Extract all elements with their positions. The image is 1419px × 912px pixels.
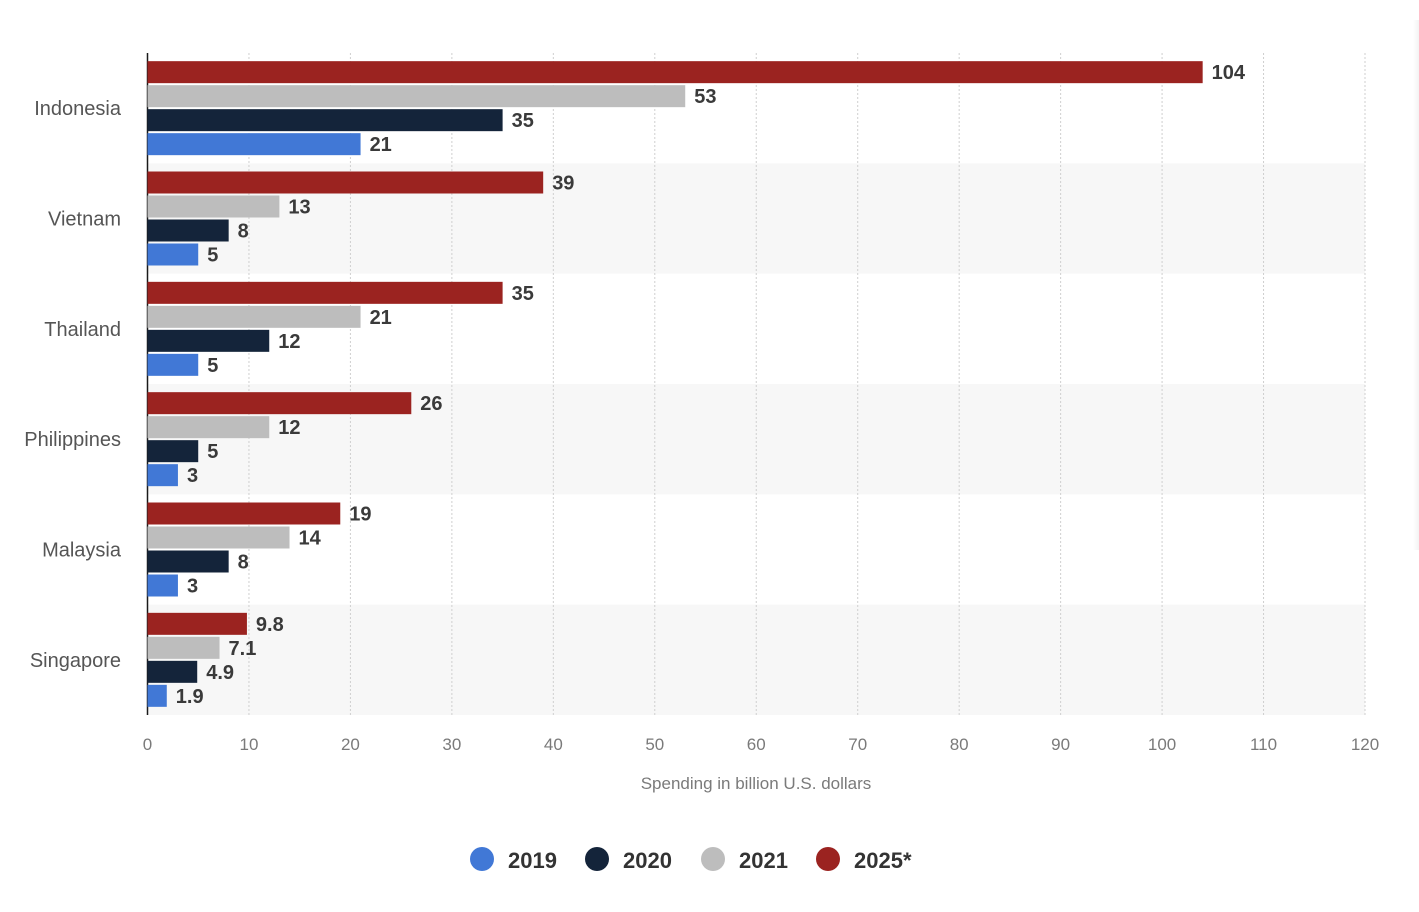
legend-swatch xyxy=(585,847,609,871)
x-tick-label: 80 xyxy=(950,735,969,754)
bar xyxy=(147,85,686,108)
row-band xyxy=(147,604,1365,715)
x-tick-label: 20 xyxy=(341,735,360,754)
legend-swatch xyxy=(816,847,840,871)
data-label: 19 xyxy=(349,504,371,526)
bar xyxy=(147,684,167,707)
data-label: 5 xyxy=(207,245,218,267)
data-label: 14 xyxy=(299,528,322,550)
legend-label: 2019 xyxy=(508,848,557,873)
data-label: 21 xyxy=(370,307,392,329)
bar xyxy=(147,61,1203,84)
legend-swatch xyxy=(701,847,725,871)
data-label: 12 xyxy=(278,331,300,353)
legend-label: 2025* xyxy=(854,848,912,873)
x-tick-label: 70 xyxy=(848,735,867,754)
data-label: 8 xyxy=(238,221,249,243)
data-label: 104 xyxy=(1212,62,1246,84)
bar xyxy=(147,574,178,597)
data-label: 26 xyxy=(420,393,442,415)
legend-swatch xyxy=(470,847,494,871)
legend-item: 2020 xyxy=(585,847,672,873)
data-label: 3 xyxy=(187,576,198,598)
bar xyxy=(147,612,247,635)
category-label: Malaysia xyxy=(42,540,122,562)
data-label: 53 xyxy=(694,86,716,108)
x-tick-label: 0 xyxy=(143,735,152,754)
data-label: 4.9 xyxy=(206,662,234,684)
x-tick-label: 60 xyxy=(747,735,766,754)
bar xyxy=(147,281,503,304)
category-label: Singapore xyxy=(30,650,121,672)
bar xyxy=(147,305,361,328)
category-label: Philippines xyxy=(24,429,121,451)
legend-label: 2021 xyxy=(739,848,788,873)
x-tick-label: 120 xyxy=(1351,735,1379,754)
data-label: 7.1 xyxy=(229,638,257,660)
bar xyxy=(147,133,361,156)
bar xyxy=(147,526,290,549)
bar xyxy=(147,464,178,487)
data-label: 5 xyxy=(207,441,218,463)
category-label: Indonesia xyxy=(34,98,122,120)
x-tick-label: 110 xyxy=(1250,735,1277,754)
bar xyxy=(147,109,503,132)
data-label: 8 xyxy=(238,552,249,574)
bar xyxy=(147,416,270,439)
data-label: 12 xyxy=(278,417,300,439)
legend-item: 2025* xyxy=(816,847,912,873)
bar xyxy=(147,219,229,242)
legend-item: 2019 xyxy=(470,847,557,873)
data-label: 9.8 xyxy=(256,614,284,636)
scroll-shadow xyxy=(1413,20,1419,550)
data-label: 5 xyxy=(207,355,218,377)
x-tick-label: 40 xyxy=(544,735,563,754)
x-tick-label: 10 xyxy=(239,735,258,754)
bar xyxy=(147,392,412,415)
x-tick-label: 30 xyxy=(442,735,461,754)
data-label: 35 xyxy=(512,283,534,305)
data-label: 1.9 xyxy=(176,686,204,708)
data-label: 13 xyxy=(288,197,310,219)
data-label: 3 xyxy=(187,465,198,487)
bar xyxy=(147,636,220,659)
bar xyxy=(147,171,544,194)
bar xyxy=(147,660,198,683)
x-tick-label: 90 xyxy=(1051,735,1070,754)
legend-item: 2021 xyxy=(701,847,788,873)
legend-label: 2020 xyxy=(623,848,672,873)
bar xyxy=(147,329,270,352)
bar xyxy=(147,550,229,573)
bar xyxy=(147,440,199,463)
bar xyxy=(147,195,280,218)
category-label: Vietnam xyxy=(48,209,121,231)
x-axis-title: Spending in billion U.S. dollars xyxy=(641,774,872,793)
bar xyxy=(147,502,341,525)
bar xyxy=(147,353,199,376)
data-label: 35 xyxy=(512,110,534,132)
data-label: 39 xyxy=(552,173,574,195)
data-label: 21 xyxy=(370,134,392,156)
category-label: Thailand xyxy=(44,319,121,341)
x-tick-label: 50 xyxy=(645,735,664,754)
bar xyxy=(147,243,199,266)
x-tick-label: 100 xyxy=(1148,735,1176,754)
